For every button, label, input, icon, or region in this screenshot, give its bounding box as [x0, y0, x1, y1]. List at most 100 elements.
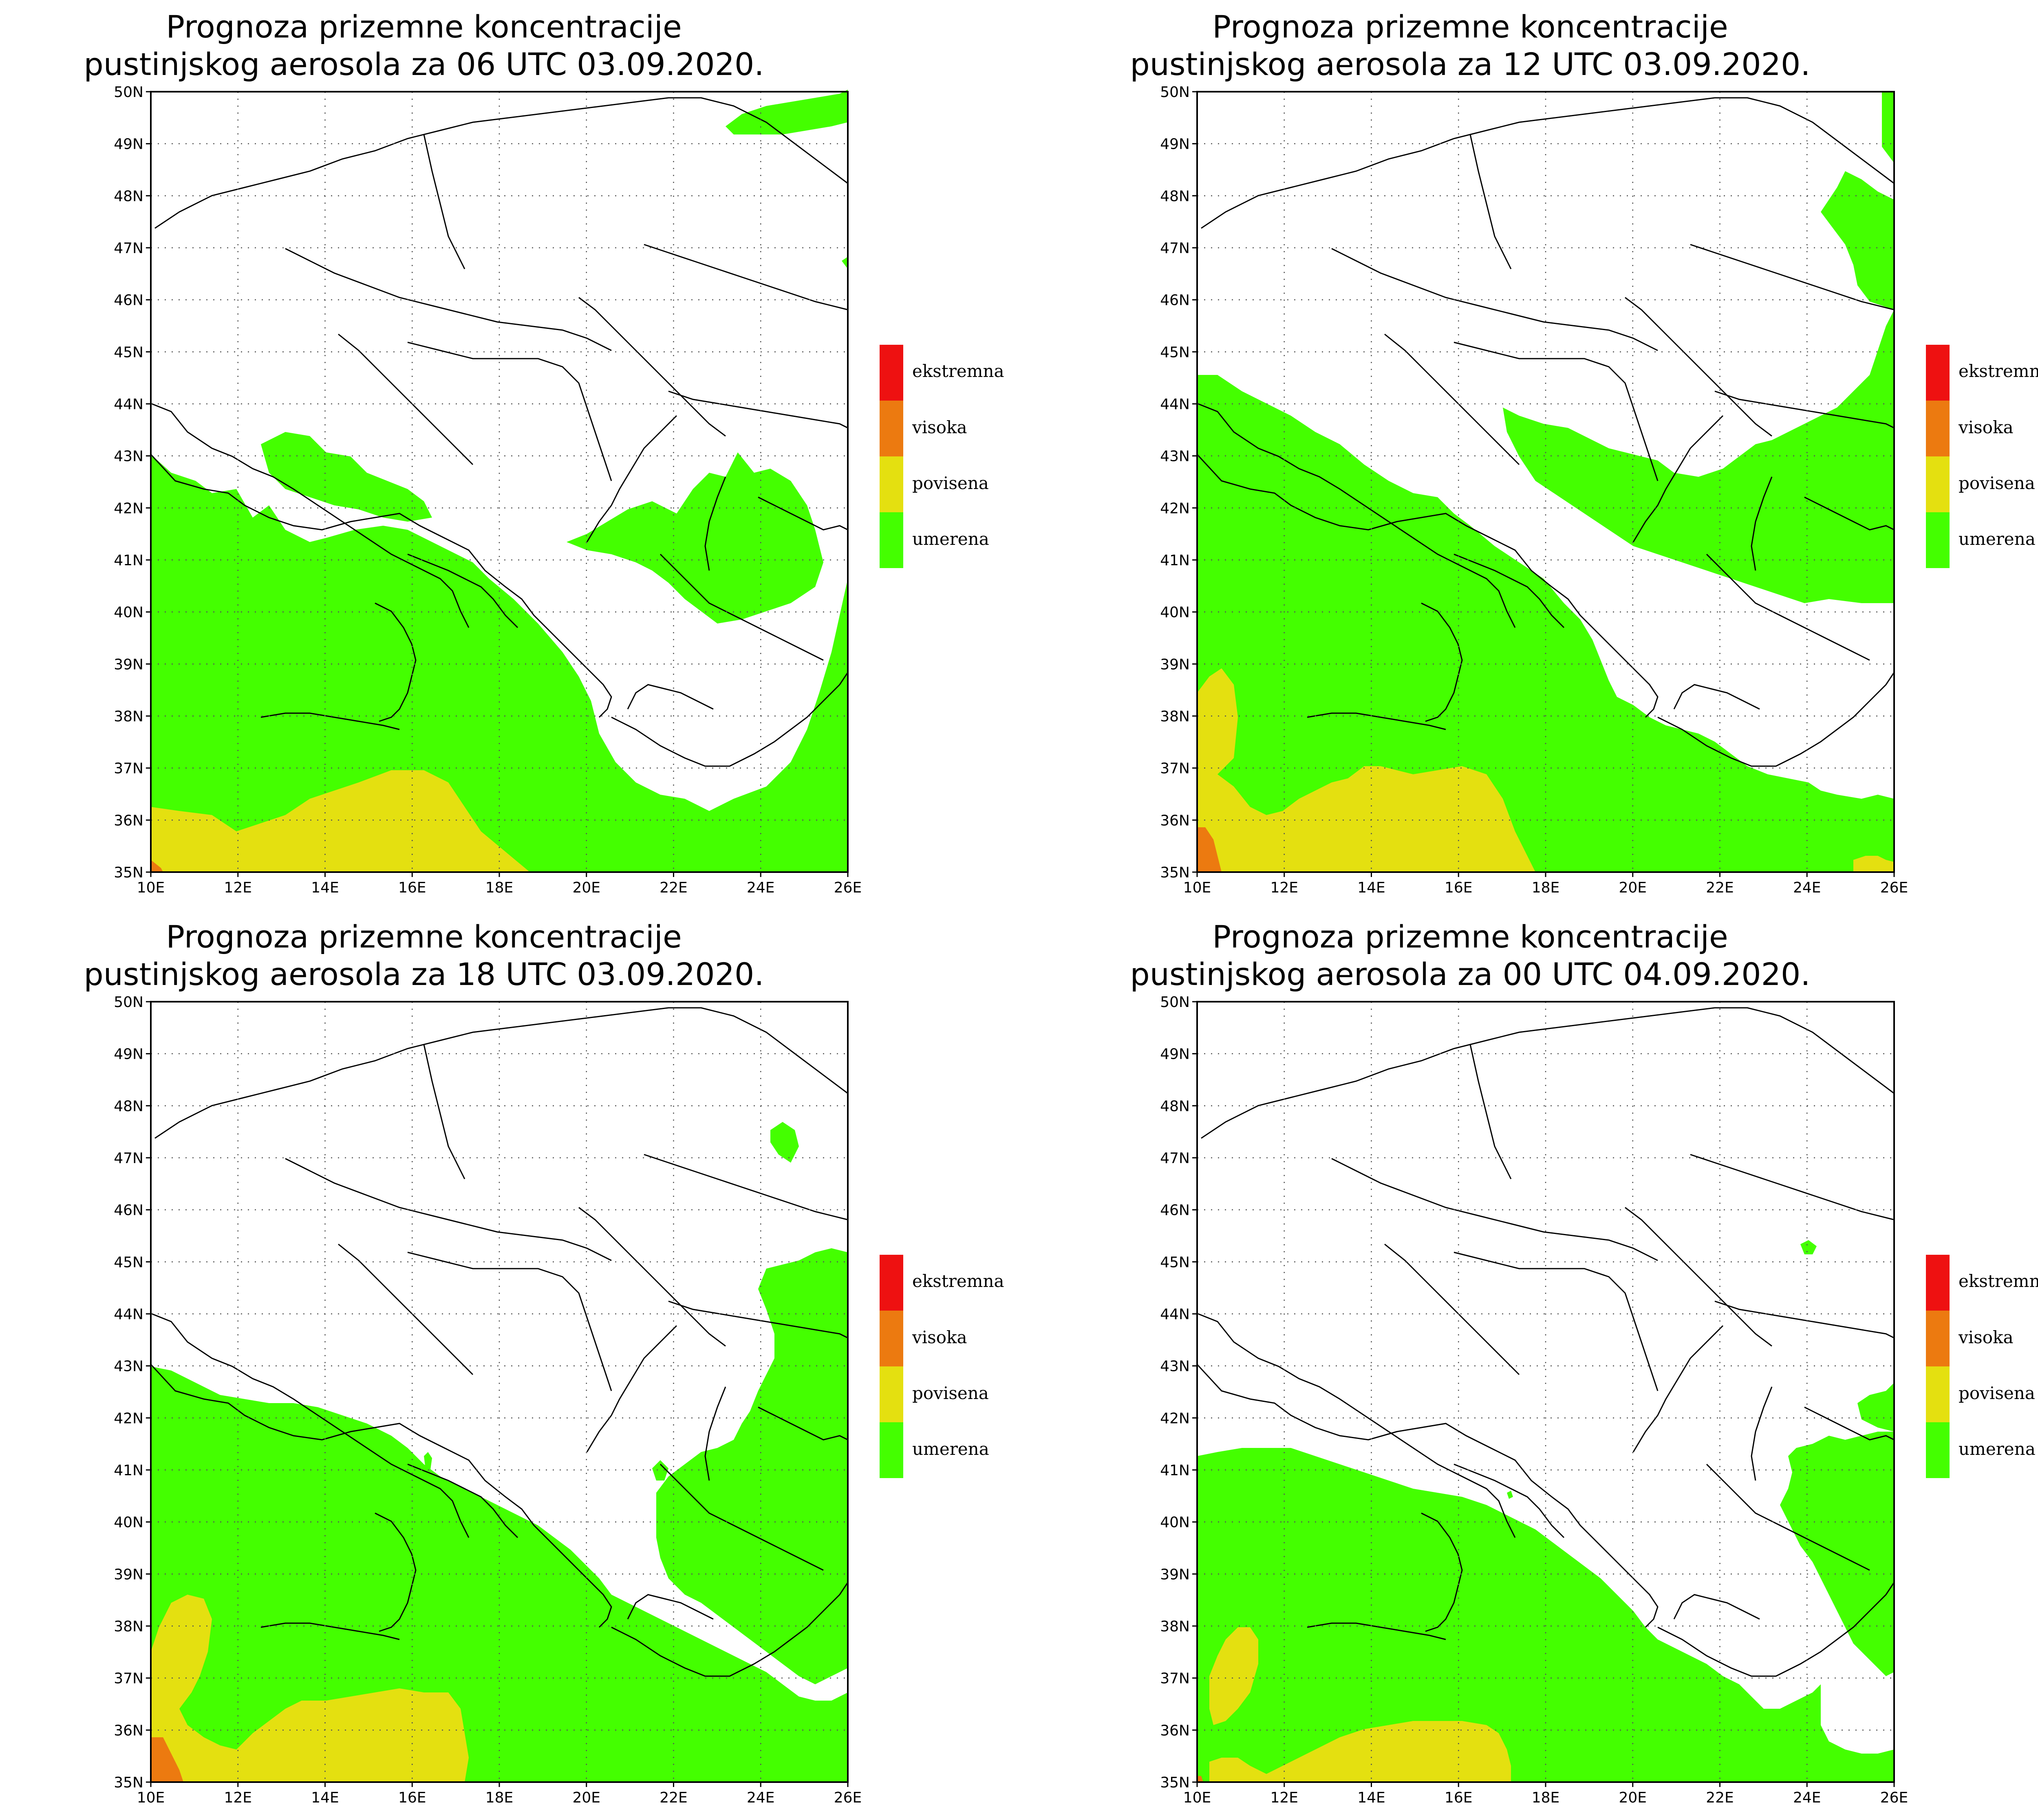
map-panel-12utc: Prognoza prizemne koncentracije pustinjs… [1046, 0, 2038, 910]
latitude-label: 44N [114, 1306, 143, 1323]
longitude-label: 22E [1706, 879, 1734, 896]
legend-label-umerena: umerena [912, 529, 989, 549]
legend-label-visoka: visoka [1959, 417, 2014, 437]
map-panel-06utc: Prognoza prizemne koncentracije pustinjs… [0, 0, 1046, 910]
legend-label-ekstremna: ekstremna [1959, 361, 2038, 381]
umerena-area [1821, 171, 1894, 310]
latitude-label: 47N [114, 240, 143, 257]
legend-swatch-umerena [880, 512, 903, 568]
latitude-label: 35N [1160, 1774, 1190, 1791]
povisena-area [151, 1595, 469, 1782]
latitude-label: 37N [1160, 1670, 1190, 1687]
longitude-label: 22E [659, 1789, 688, 1806]
legend-swatch-povisena [880, 1366, 903, 1422]
latitude-labels: 50N 49N 48N 47N 46N 45N 44N 43N 42N 41N 40N 39N 38N 3… [1160, 84, 1197, 881]
latitude-label: 36N [114, 1722, 143, 1739]
title-line-1: Prognoza prizemne koncentracije [1212, 919, 1728, 955]
latitude-label: 36N [1160, 812, 1190, 829]
longitude-label: 22E [659, 879, 688, 896]
title-line-2: pustinjskog aerosola za 00 UTC 04.09.202… [1130, 956, 1811, 992]
umerena-area [1507, 1491, 1513, 1499]
forecast-map: 50N 49N 48N 47N 46N 45N 44N 43N 42N 41N 40N 39N 38N 3… [1160, 84, 1908, 896]
latitude-label: 46N [114, 292, 143, 309]
legend-swatch-umerena [880, 1422, 903, 1478]
latitude-label: 45N [114, 1254, 143, 1271]
longitude-label: 18E [1532, 879, 1560, 896]
legend-swatch-visoka [1926, 401, 1950, 456]
map-panel-00utc: Prognoza prizemne koncentracije pustinjs… [1046, 910, 2038, 1820]
legend-swatch-ekstremna [1926, 345, 1950, 401]
longitude-label: 12E [224, 879, 252, 896]
latitude-label: 49N [114, 1046, 143, 1063]
concentration-legend: ekstremna visoka povisena umerena [1926, 1255, 2038, 1479]
longitude-labels: 10E 12E 14E 16E 18E 20E 22E 24E 26E [1183, 1782, 1908, 1806]
longitude-label: 16E [1445, 1789, 1473, 1806]
latitude-label: 35N [114, 864, 143, 881]
longitude-label: 18E [485, 1789, 514, 1806]
umerena-area [770, 1122, 799, 1163]
latitude-label: 39N [1160, 1566, 1190, 1583]
latitude-label: 37N [114, 760, 143, 777]
longitude-label: 10E [1183, 879, 1211, 896]
longitude-labels: 10E 12E 14E 16E 18E 20E 22E 24E 26E [1183, 872, 1908, 896]
umerena-area [1800, 1240, 1817, 1254]
latitude-label: 46N [114, 1202, 143, 1219]
legend-label-umerena: umerena [1959, 529, 2036, 549]
latitude-label: 48N [114, 188, 143, 205]
title-line-1: Prognoza prizemne koncentracije [166, 9, 682, 45]
latitude-label: 47N [114, 1150, 143, 1167]
legend-swatch-ekstremna [880, 1255, 903, 1311]
latitude-label: 49N [1160, 136, 1190, 153]
latitude-label: 47N [1160, 1150, 1190, 1167]
latitude-label: 39N [114, 1566, 143, 1583]
umerena-area [1197, 375, 1894, 872]
visoka-area [151, 860, 163, 872]
latitude-label: 38N [114, 708, 143, 725]
longitude-label: 26E [834, 879, 862, 896]
latitude-label: 41N [1160, 1462, 1190, 1479]
legend-label-ekstremna: ekstremna [912, 1271, 1004, 1291]
legend-swatch-visoka [1926, 1311, 1950, 1366]
longitude-label: 10E [137, 879, 165, 896]
forecast-map: 50N 49N 48N 47N 46N 45N 44N 43N 42N 41N 40N 39N 38N 3… [1160, 994, 1908, 1806]
title-line-2: pustinjskog aerosola za 18 UTC 03.09.202… [84, 956, 764, 992]
visoka-area [1197, 827, 1222, 872]
latitude-label: 40N [114, 1514, 143, 1531]
umerena-area [1882, 92, 1894, 163]
latitude-label: 37N [1160, 760, 1190, 777]
longitude-label: 10E [1183, 1789, 1211, 1806]
legend-label-ekstremna: ekstremna [1959, 1271, 2038, 1291]
latitude-label: 40N [1160, 1514, 1190, 1531]
longitude-label: 16E [1445, 879, 1473, 896]
latitude-label: 45N [1160, 1254, 1190, 1271]
title-line-1: Prognoza prizemne koncentracije [166, 919, 682, 955]
panel-title: Prognoza prizemne koncentracije pustinjs… [0, 918, 848, 993]
legend-swatch-ekstremna [1926, 1255, 1950, 1311]
latitude-label: 38N [1160, 1618, 1190, 1635]
longitude-label: 14E [1357, 879, 1385, 896]
latitude-label: 47N [1160, 240, 1190, 257]
concentration-legend: ekstremna visoka povisena umerena [880, 1255, 1043, 1479]
coastline-borders [1196, 1007, 1895, 1677]
legend-swatch-ekstremna [880, 345, 903, 401]
longitude-label: 18E [485, 879, 514, 896]
latitude-label: 41N [114, 552, 143, 569]
latitude-labels: 50N 49N 48N 47N 46N 45N 44N 43N 42N 41N 40N 39N 38N 3… [114, 994, 151, 1791]
latitude-labels: 50N 49N 48N 47N 46N 45N 44N 43N 42N 41N 40N 39N 38N 3… [1160, 994, 1197, 1791]
concentration-legend: ekstremna visoka povisena umerena [1926, 345, 2038, 569]
longitude-label: 26E [1880, 879, 1908, 896]
latitude-label: 42N [1160, 1410, 1190, 1427]
umerena-area [652, 1460, 668, 1481]
legend-label-povisena: povisena [912, 473, 989, 493]
latitude-label: 48N [114, 1098, 143, 1115]
longitude-label: 24E [747, 1789, 775, 1806]
latitude-label: 41N [1160, 552, 1190, 569]
latitude-label: 50N [114, 84, 143, 101]
umerena-area [424, 1452, 432, 1472]
longitude-label: 12E [1270, 1789, 1298, 1806]
coastline-borders [150, 97, 849, 767]
latitude-label: 46N [1160, 1202, 1190, 1219]
latitude-label: 48N [1160, 1098, 1190, 1115]
latitude-label: 39N [1160, 656, 1190, 673]
latitude-label: 36N [1160, 1722, 1190, 1739]
